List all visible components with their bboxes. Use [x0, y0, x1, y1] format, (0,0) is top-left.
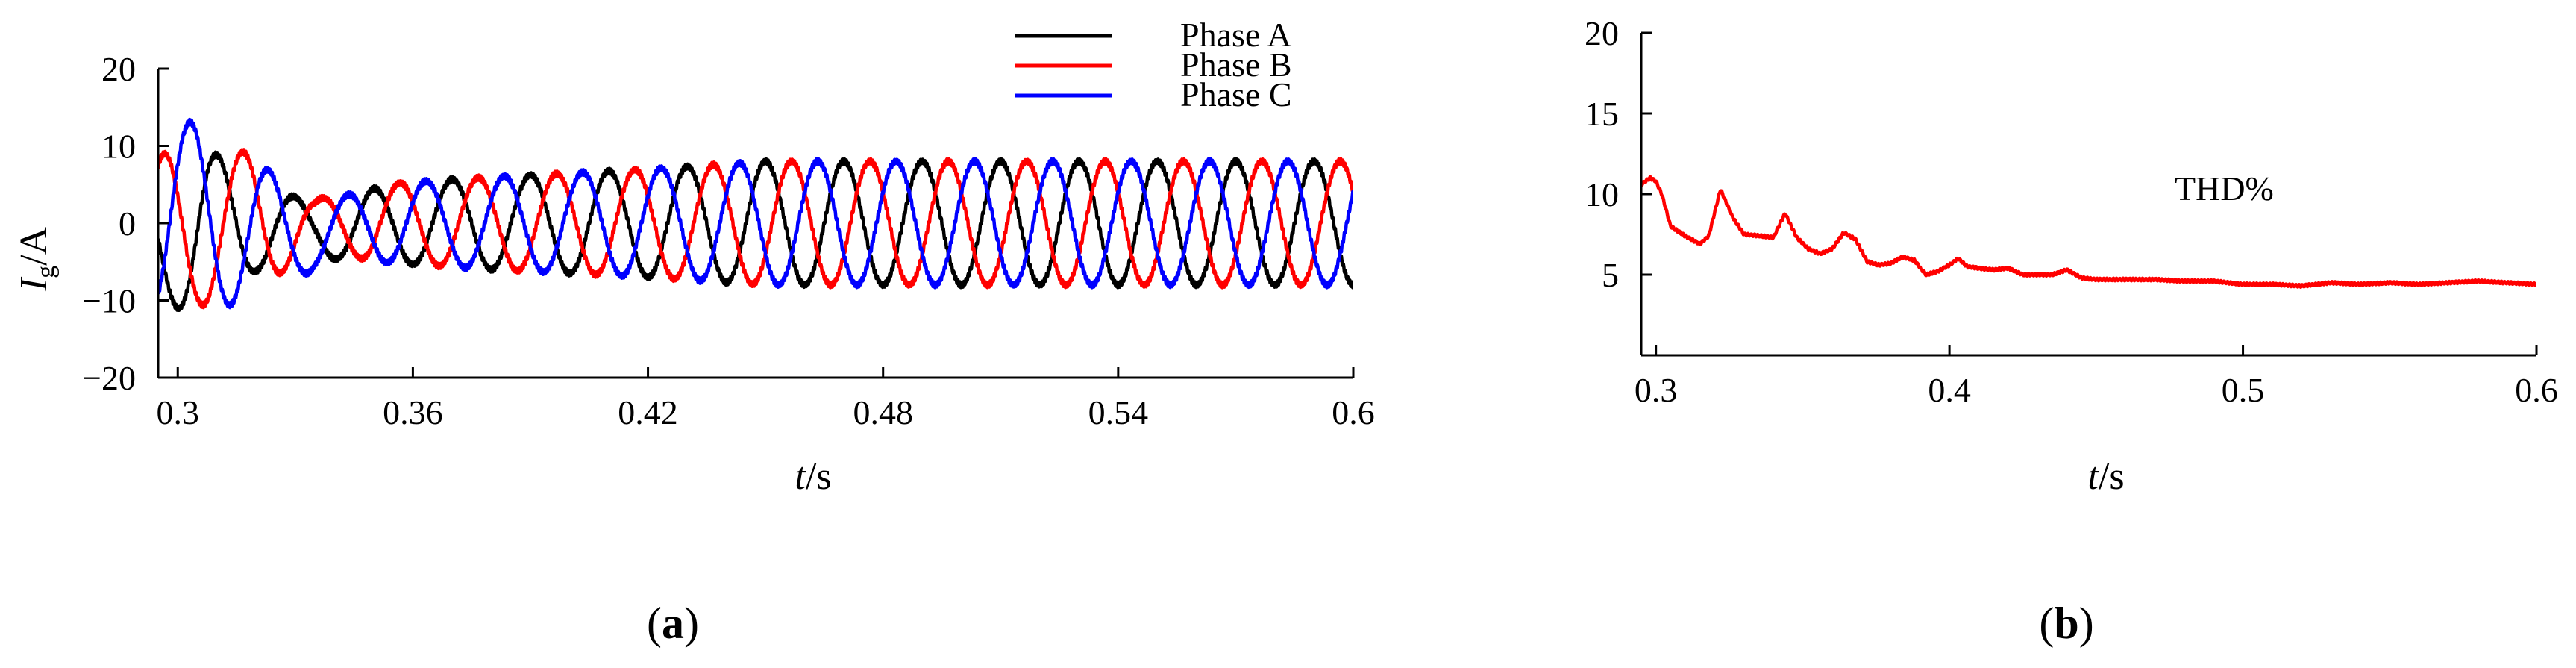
- x-tick-label-a: 0.36: [383, 393, 443, 431]
- y-tick-label-a: 0: [119, 205, 136, 243]
- x-axis-label-b: t/s: [2087, 455, 2124, 498]
- x-tick-label-a: 0.42: [618, 393, 678, 431]
- legend-label: Phase A: [1180, 16, 1292, 54]
- x-tick-label-a: 0.3: [157, 393, 200, 431]
- x-tick-label-b: 0.6: [2515, 371, 2558, 409]
- y-tick-label-b: 10: [1585, 175, 1619, 213]
- series-line-phase-b: [158, 148, 1353, 310]
- x-tick-label-a: 0.54: [1088, 393, 1149, 431]
- y-tick-label-a: 20: [101, 50, 136, 88]
- y-tick-label-b: 5: [1602, 256, 1619, 294]
- y-tick-label-a: 10: [101, 128, 136, 166]
- y-tick-label-a: −10: [82, 282, 136, 320]
- y-tick-label-b: 20: [1585, 14, 1619, 52]
- panel-label-b: (b): [2039, 599, 2093, 648]
- panel-label-a: (a): [647, 599, 699, 648]
- y-tick-label-a: −20: [82, 359, 136, 397]
- thd-annotation: THD%: [2175, 169, 2274, 207]
- legend-label: Phase B: [1180, 46, 1292, 84]
- x-tick-label-b: 0.5: [2222, 371, 2265, 409]
- x-tick-label-b: 0.3: [1635, 371, 1678, 409]
- chart-a: −20 −10 0 10 20 0.3 0.36 0.42 0.48 0.54 0.6 Phase …: [13, 16, 1375, 648]
- x-tick-label-a: 0.6: [1332, 393, 1375, 431]
- chart-b: 5 10 15 20 0.3 0.4 0.5 0.6 THD% t/s (b): [1585, 14, 2558, 648]
- series-line-phase-c: [158, 117, 1353, 310]
- y-axis-label-a: Ig/A: [13, 226, 60, 292]
- x-tick-label-a: 0.48: [853, 393, 913, 431]
- series-line-thd: [1641, 175, 2536, 289]
- legend-label: Phase C: [1180, 75, 1292, 113]
- x-tick-label-b: 0.4: [1928, 371, 1971, 409]
- series-line-phase-a: [158, 150, 1353, 313]
- x-axis-label-a: t/s: [795, 455, 831, 498]
- y-tick-label-b: 15: [1585, 95, 1619, 133]
